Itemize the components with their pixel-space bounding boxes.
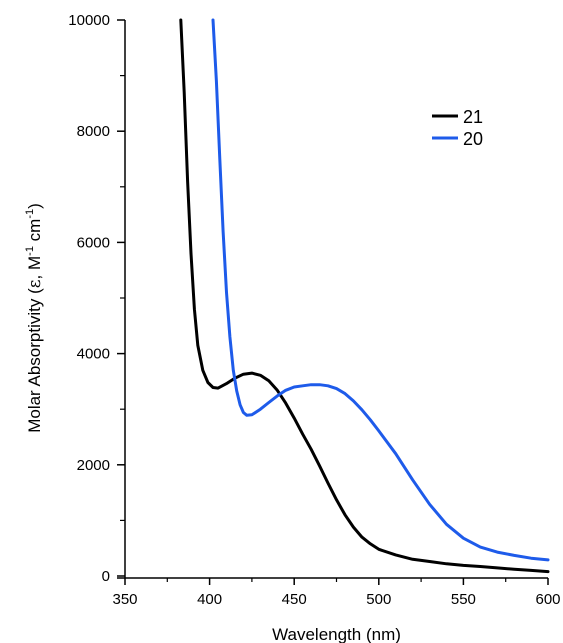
axes	[117, 20, 548, 579]
x-tick-label: 350	[112, 591, 137, 608]
x-axis-title: Wavelength (nm)	[272, 625, 401, 643]
series-group	[179, 18, 550, 574]
x-ticks: 350 400 450 500 550 600	[112, 578, 561, 608]
y-ticks: 0 2000 4000 6000 8000 10000	[68, 12, 125, 585]
y-axis-title: Molar Absorptivity (ε, M-1 cm-1)	[24, 203, 45, 433]
x-tick-label: 500	[366, 591, 391, 608]
series-line-20	[211, 18, 550, 562]
y-axis-title-exp2: -1	[24, 209, 36, 219]
y-tick-label: 4000	[77, 346, 110, 363]
y-tick-label: 6000	[77, 234, 110, 251]
y-tick-label: 0	[102, 568, 110, 585]
y-axis-title-prefix: Molar Absorptivity (	[25, 288, 44, 433]
y-axis-title-middle: , M	[25, 256, 44, 280]
x-tick-label: 600	[535, 591, 560, 608]
y-axis-title-suffix: )	[25, 203, 44, 209]
legend-label-21: 21	[463, 107, 483, 127]
y-axis-title-exp1: -1	[24, 246, 36, 256]
y-tick-label: 8000	[77, 123, 110, 140]
series-line-21	[179, 18, 550, 574]
y-axis-title-unit2: cm	[25, 219, 44, 246]
legend-label-20: 20	[463, 129, 483, 149]
legend: 21 20	[432, 107, 483, 149]
x-tick-label: 550	[451, 591, 476, 608]
x-tick-label: 450	[282, 591, 307, 608]
x-tick-label: 400	[197, 591, 222, 608]
y-tick-label: 2000	[77, 457, 110, 474]
y-tick-label: 10000	[68, 12, 110, 29]
y-axis-title-symbol: ε	[25, 279, 45, 288]
